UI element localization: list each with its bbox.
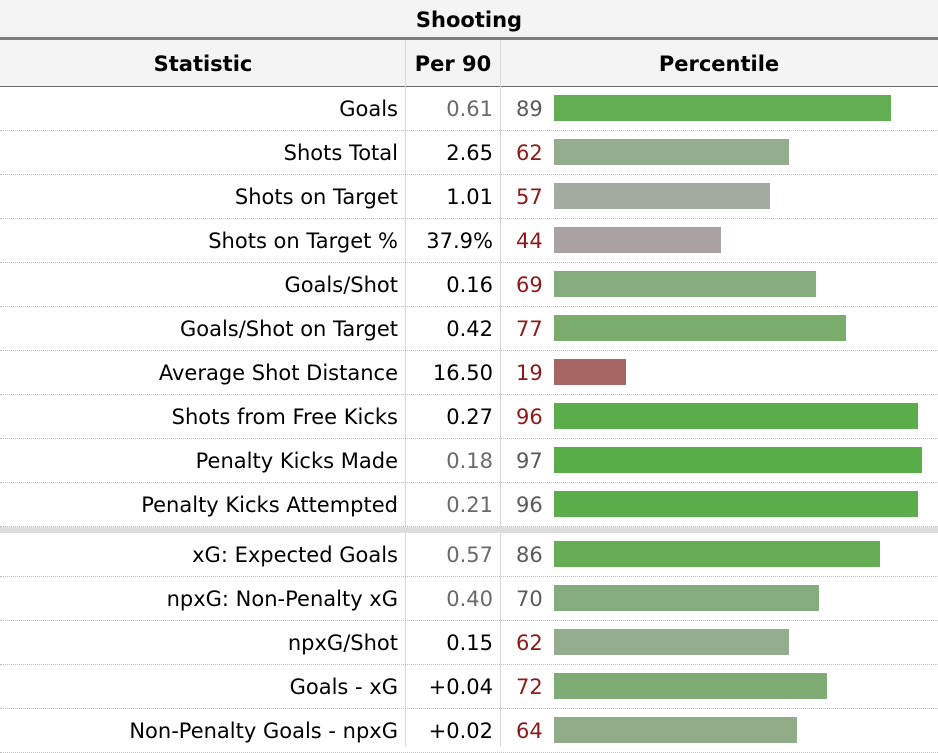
statistic-label: Shots Total [283, 141, 398, 165]
table-row: npxG/Shot 0.15 62 [0, 621, 938, 665]
percentile-bar [554, 271, 816, 297]
percentile-bar [554, 183, 770, 209]
percentile-bar [554, 491, 918, 517]
statistic-label: Shots on Target [234, 185, 398, 209]
table-row: Shots on Target 1.01 57 [0, 175, 938, 219]
table-row: Goals/Shot 0.16 69 [0, 263, 938, 307]
percentile-value: 62 [516, 141, 543, 165]
percentile-bar [554, 717, 797, 743]
table-row: Penalty Kicks Made 0.18 97 [0, 439, 938, 483]
statistic-label: Goals/Shot on Target [179, 317, 398, 341]
percentile-value: 19 [516, 361, 543, 385]
statistic-label: Goals/Shot [284, 273, 398, 297]
percentile-bar [554, 541, 880, 567]
percentile-bar [554, 359, 626, 385]
header-row: Statistic Per 90 Percentile [0, 40, 938, 87]
percentile-bar [554, 673, 827, 699]
percentile-value: 72 [516, 675, 543, 699]
percentile-value: 70 [516, 587, 543, 611]
statistic-label: Goals - xG [289, 675, 398, 699]
per90-value: +0.04 [428, 675, 493, 699]
per90-value: 0.16 [446, 273, 493, 297]
percentile-bar [554, 95, 891, 121]
table-row: xG: Expected Goals 0.57 86 [0, 533, 938, 577]
table-row: Shots on Target % 37.9% 44 [0, 219, 938, 263]
table-row: Non-Penalty Goals - npxG +0.02 64 [0, 709, 938, 753]
percentile-value: 69 [516, 273, 543, 297]
percentile-bar [554, 227, 721, 253]
table-row: Goals 0.61 89 [0, 87, 938, 131]
statistic-label: npxG/Shot [287, 631, 398, 655]
percentile-value: 57 [516, 185, 543, 209]
percentile-value: 86 [516, 543, 543, 567]
statistic-label: Penalty Kicks Attempted [141, 493, 398, 517]
percentile-bar [554, 315, 846, 341]
percentile-value: 96 [516, 493, 543, 517]
statistic-label: npxG: Non-Penalty xG [166, 587, 398, 611]
column-divider-statistic [405, 40, 406, 747]
statistic-label: Average Shot Distance [158, 361, 398, 385]
table-row: Shots Total 2.65 62 [0, 131, 938, 175]
percentile-bar [554, 447, 922, 473]
table-row: Average Shot Distance 16.50 19 [0, 351, 938, 395]
statistic-label: xG: Expected Goals [192, 543, 398, 567]
percentile-value: 62 [516, 631, 543, 655]
statistic-label: Goals [339, 97, 398, 121]
statistic-label: Non-Penalty Goals - npxG [129, 719, 398, 743]
per90-value: 0.15 [446, 631, 493, 655]
statistic-label: Shots on Target % [208, 229, 398, 253]
percentile-bar [554, 629, 789, 655]
per90-value: 2.65 [446, 141, 493, 165]
percentile-bar [554, 403, 918, 429]
table-row: Shots from Free Kicks 0.27 96 [0, 395, 938, 439]
table-row: npxG: Non-Penalty xG 0.40 70 [0, 577, 938, 621]
per90-value: 16.50 [432, 361, 493, 385]
per90-value: 0.21 [446, 493, 493, 517]
percentile-bar [554, 139, 789, 165]
per90-value: +0.02 [428, 719, 493, 743]
column-header-percentile[interactable]: Percentile [658, 52, 780, 76]
per90-value: 0.42 [446, 317, 493, 341]
per90-value: 0.57 [446, 543, 493, 567]
column-header-statistic[interactable]: Statistic [153, 52, 253, 76]
table-row: Goals/Shot on Target 0.42 77 [0, 307, 938, 351]
table-row: Goals - xG +0.04 72 [0, 665, 938, 709]
statistic-label: Penalty Kicks Made [195, 449, 398, 473]
per90-value: 37.9% [426, 229, 493, 253]
statistic-label: Shots from Free Kicks [171, 405, 398, 429]
percentile-value: 89 [516, 97, 543, 121]
table-title: Shooting [0, 0, 938, 40]
percentile-value: 77 [516, 317, 543, 341]
column-divider-per90 [500, 40, 501, 747]
per90-value: 0.18 [446, 449, 493, 473]
percentile-value: 97 [516, 449, 543, 473]
column-header-per90[interactable]: Per 90 [414, 52, 492, 76]
per90-value: 0.27 [446, 405, 493, 429]
per90-value: 1.01 [446, 185, 493, 209]
per90-value: 0.40 [446, 587, 493, 611]
table-row: Penalty Kicks Attempted 0.21 96 [0, 483, 938, 527]
percentile-bar [554, 585, 819, 611]
percentile-value: 96 [516, 405, 543, 429]
group-separator [0, 527, 938, 533]
per90-value: 0.61 [446, 97, 493, 121]
percentile-value: 44 [516, 229, 543, 253]
percentile-value: 64 [516, 719, 543, 743]
